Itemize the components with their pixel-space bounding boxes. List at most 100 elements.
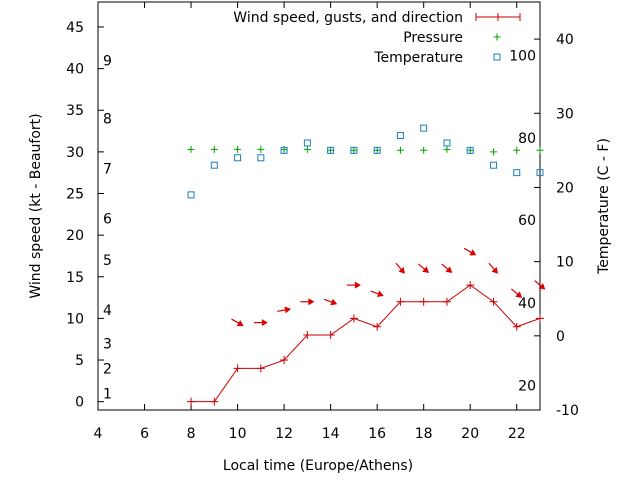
wind-direction-arrow xyxy=(277,306,291,314)
pressure-point xyxy=(373,146,381,154)
fahrenheit-label: 20 xyxy=(518,379,536,395)
pressure-point xyxy=(489,148,497,156)
x-axis-title: Local time (Europe/Athens) xyxy=(223,458,413,474)
wind-direction-arrow xyxy=(346,281,361,289)
plot-frame xyxy=(97,1,541,411)
legend: Wind speed, gusts, and direction Pressure… xyxy=(233,10,521,66)
beaufort-label: 6 xyxy=(103,211,112,227)
pressure-point xyxy=(187,145,195,153)
temperature-point xyxy=(327,146,335,154)
temperature-point xyxy=(280,146,288,154)
wind-direction-arrow xyxy=(463,247,477,256)
wind-arrow-head xyxy=(284,306,291,314)
x-tick-label: 4 xyxy=(94,426,103,442)
fahrenheit-label: 40 xyxy=(518,296,536,312)
wind-speed-point xyxy=(512,322,521,331)
wind-direction-arrow xyxy=(370,290,384,298)
pressure-point xyxy=(350,146,358,154)
data-marks xyxy=(187,124,546,406)
x-tick-label: 16 xyxy=(368,426,386,442)
y2-axis-title: Temperature (C - F) xyxy=(596,138,612,275)
x-tick-label: 20 xyxy=(461,426,479,442)
pressure-point xyxy=(210,145,218,153)
wind-arrow-head xyxy=(261,319,268,327)
wind-direction-arrow xyxy=(253,319,268,327)
temperature-point xyxy=(466,146,474,154)
legend-swatch-pressure xyxy=(493,33,501,41)
y-tick-label: 35 xyxy=(66,103,84,119)
temperature-point xyxy=(489,161,497,169)
pressure-point xyxy=(327,146,335,154)
temperature-point xyxy=(373,146,381,154)
plot-border xyxy=(97,1,541,411)
wind-arrow-head xyxy=(469,249,477,256)
wind-direction-arrow xyxy=(395,262,405,274)
temperature-point xyxy=(396,132,404,140)
wind-speed-point xyxy=(442,297,451,306)
x-tick-label: 14 xyxy=(322,426,340,442)
wind-speed-point xyxy=(210,397,219,406)
legend-swatch-wind-ticks xyxy=(475,13,521,21)
temperature-point xyxy=(350,146,358,154)
y-axis-title: Wind speed (kt - Beaufort) xyxy=(28,113,44,298)
x-tick-label: 8 xyxy=(187,426,196,442)
legend-label-wind: Wind speed, gusts, and direction xyxy=(233,10,463,26)
legend-label-temperature: Temperature xyxy=(373,50,463,66)
y-tick-label: 15 xyxy=(66,270,84,286)
wind-arrow-head xyxy=(354,281,361,289)
temperature-point xyxy=(443,139,451,147)
wind-speed-point xyxy=(326,331,335,340)
wind-direction-arrow xyxy=(510,288,523,298)
pressure-point xyxy=(303,145,311,153)
y-tick-label: 40 xyxy=(66,62,84,78)
temperature-point xyxy=(536,169,544,177)
y-tick-label: 20 xyxy=(66,228,84,244)
pressure-point xyxy=(396,146,404,154)
wind-speed-point xyxy=(233,364,242,373)
wind-arrow-head xyxy=(308,298,315,306)
axis-ticks: 4 6 8 10 12 14 16 18 20 22051015202530354045-1001… xyxy=(66,2,579,442)
beaufort-label: 8 xyxy=(103,112,112,128)
temperature-point xyxy=(420,124,428,132)
fahrenheit-label: 100 xyxy=(509,48,536,64)
y2-tick-label: 10 xyxy=(556,255,574,271)
y-tick-label: 45 xyxy=(66,20,84,36)
wind-arrow-head xyxy=(330,298,338,306)
wind-speed-point xyxy=(373,322,382,331)
wind-speed-point xyxy=(489,297,498,306)
wind-direction-arrow xyxy=(441,263,453,273)
x-tick-label: 10 xyxy=(229,426,247,442)
wind-direction-arrow xyxy=(534,280,546,290)
y-tick-label: 25 xyxy=(66,187,84,203)
wind-arrow-head xyxy=(515,291,523,298)
wind-direction-arrow xyxy=(323,298,338,306)
x-tick-label: 18 xyxy=(415,426,433,442)
temperature-point xyxy=(303,139,311,147)
wind-direction-arrow xyxy=(231,318,244,327)
temperature-point xyxy=(187,191,195,199)
wind-speed-line xyxy=(191,284,541,403)
y2-tick-label: 0 xyxy=(556,329,565,345)
legend-swatch-temperature xyxy=(493,53,501,61)
wind-speed-point xyxy=(280,356,289,365)
wind-direction-arrow xyxy=(300,298,315,306)
temperature-point xyxy=(513,169,521,177)
y-tick-label: 5 xyxy=(75,353,84,369)
legend-label-pressure: Pressure xyxy=(403,30,463,46)
beaufort-label: 3 xyxy=(103,336,112,352)
pressure-point xyxy=(420,146,428,154)
y2-tick-label: 30 xyxy=(556,106,574,122)
wind-arrow-head xyxy=(398,266,405,274)
wind-arrow-head xyxy=(376,290,384,298)
wind-direction-arrow xyxy=(488,262,498,274)
pressure-point xyxy=(234,145,242,153)
wind-arrow-head xyxy=(422,266,430,273)
wind-arrow-head xyxy=(445,266,453,273)
x-tick-label: 12 xyxy=(275,426,293,442)
beaufort-label: 1 xyxy=(103,386,112,402)
pressure-point xyxy=(466,146,474,154)
x-tick-label: 6 xyxy=(140,426,149,442)
fahrenheit-label: 80 xyxy=(518,131,536,147)
y2-tick-label: -10 xyxy=(556,403,579,419)
